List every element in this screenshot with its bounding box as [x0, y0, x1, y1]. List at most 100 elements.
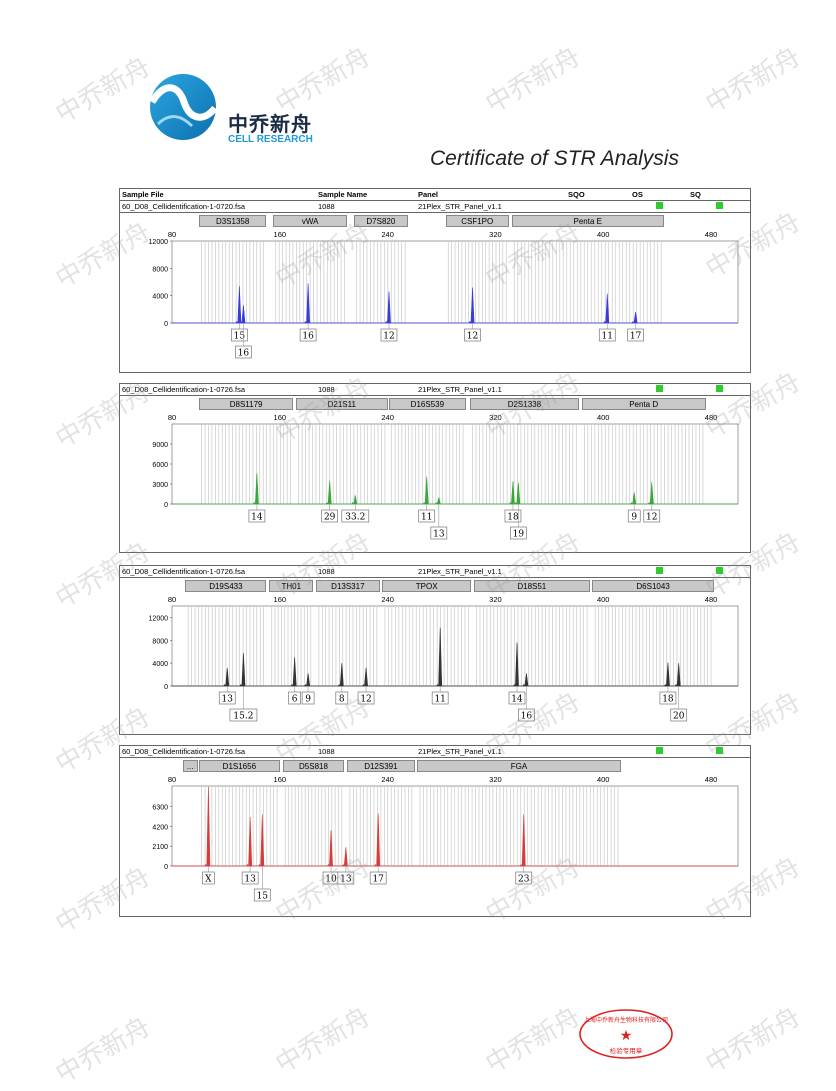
locus-label: FGA — [417, 760, 621, 772]
sample-info-row: 60_D08_Cellidentification-1-0720.fsa 1088… — [120, 201, 750, 213]
allele-call-box — [509, 526, 527, 540]
y-tick-label: 0 — [164, 321, 168, 328]
electropherogram-panel: 60_D08_Cellidentification-1-0726.fsa 1088… — [119, 383, 751, 553]
sample-panel: 21Plex_STR_Panel_v1.1 — [418, 385, 502, 394]
allele-call-box — [248, 509, 266, 523]
stutter-peak — [663, 684, 667, 686]
allele-call: 11 — [434, 695, 445, 705]
stutter-peak — [252, 502, 256, 504]
locus-label: ... — [182, 760, 198, 772]
allele-call-box — [337, 871, 355, 885]
sample-panel: 21Plex_STR_Panel_v1.1 — [418, 202, 502, 211]
allele-call-box — [418, 509, 436, 523]
allele-call-box — [369, 871, 387, 885]
x-tick-label: 320 — [489, 413, 502, 422]
allele-call-box — [430, 526, 448, 540]
stutter-peak — [290, 684, 294, 686]
stutter-peak — [304, 321, 307, 323]
x-tick-label: 240 — [381, 775, 394, 784]
watermark: 中乔新舟 — [480, 41, 586, 120]
x-tick-label: 160 — [274, 230, 287, 239]
allele-call: X — [205, 875, 212, 885]
x-tick-label: 80 — [168, 775, 176, 784]
allele-call-box — [659, 691, 677, 705]
stutter-peak — [341, 864, 345, 866]
allele-call: 20 — [673, 712, 685, 722]
allele-call: 17 — [372, 875, 384, 885]
y-tick-label: 0 — [164, 864, 168, 871]
y-tick-label: 12000 — [149, 239, 169, 246]
plot-area — [171, 605, 739, 687]
sample-file: 60_D08_Cellidentification-1-0720.fsa — [122, 202, 245, 211]
stutter-peak — [235, 321, 238, 323]
column-header: Sample File — [122, 190, 164, 199]
svg-text:检验专用章: 检验专用章 — [610, 1046, 643, 1055]
watermark: 中乔新舟 — [700, 1001, 806, 1080]
sq-indicator — [716, 567, 723, 574]
sample-file: 60_D08_Cellidentification-1-0726.fsa — [122, 747, 245, 756]
os-indicator — [656, 385, 663, 392]
allele-call: 9 — [305, 695, 311, 705]
stutter-peak — [384, 321, 388, 323]
sq-indicator — [716, 747, 723, 754]
x-tick-label: 240 — [381, 413, 394, 422]
stutter-peak — [304, 684, 307, 686]
x-tick-label: 80 — [168, 413, 176, 422]
sq-indicator — [716, 385, 723, 392]
allele-call-box — [518, 708, 535, 722]
watermark: 中乔新舟 — [50, 51, 156, 130]
locus-label: D3S1358 — [198, 215, 267, 227]
allele-call: 12 — [646, 513, 657, 523]
allele-call: 15 — [234, 332, 246, 342]
allele-call-box — [253, 888, 271, 902]
stutter-peak — [508, 502, 512, 504]
allele-call-box — [627, 509, 641, 523]
allele-call: 13 — [222, 695, 234, 705]
stutter-peak — [204, 864, 207, 866]
electropherogram-chart: 80 160 240 320 400 480 12000 8000 4000 0 13 15.2 6 9 8… — [149, 595, 739, 722]
allele-call: 23 — [518, 875, 530, 885]
allele-call: 15 — [257, 892, 269, 902]
locus-label: D16S539 — [388, 398, 466, 410]
stutter-peak — [514, 502, 517, 504]
allele-call: 18 — [662, 695, 674, 705]
stutter-peak — [362, 684, 365, 686]
allele-call-box — [357, 691, 375, 705]
locus-label: vWA — [273, 215, 348, 227]
x-tick-label: 480 — [705, 775, 718, 784]
x-tick-label: 240 — [381, 595, 394, 604]
sample-file: 60_D08_Cellidentification-1-0726.fsa — [122, 567, 245, 576]
page-title: Certificate of STR Analysis — [430, 147, 679, 170]
y-tick-label: 12000 — [149, 615, 169, 622]
sample-name: 1088 — [318, 385, 335, 394]
x-tick-label: 400 — [597, 595, 610, 604]
column-header: Panel — [418, 190, 439, 199]
seal-stamp: 上海中乔新舟生物科技有限公司 ★ 检验专用章 — [579, 1009, 673, 1059]
stutter-peak — [223, 684, 226, 686]
allele-call-box — [321, 509, 339, 523]
allele-call-box — [341, 509, 370, 523]
x-tick-label: 160 — [274, 595, 287, 604]
stutter-peak — [436, 684, 439, 686]
allele-call: 11 — [602, 332, 613, 342]
locus-label: D1S1656 — [198, 760, 280, 772]
sample-info-row: 60_D08_Cellidentification-1-0726.fsa 1088… — [120, 746, 750, 758]
allele-call-box — [218, 691, 236, 705]
locus-label: D19S433 — [185, 580, 267, 592]
allele-call-box — [235, 345, 252, 359]
column-header: OS — [632, 190, 643, 199]
stutter-peak — [258, 864, 261, 866]
electropherogram-chart: 80 160 240 320 400 480 12000 8000 4000 0 15 16 16 12 1… — [149, 230, 739, 359]
stutter-peak — [468, 321, 472, 323]
column-header: SQ — [690, 190, 701, 199]
allele-call-box — [229, 708, 258, 722]
locus-label: D7S820 — [353, 215, 408, 227]
y-tick-label: 4000 — [152, 294, 168, 301]
sample-name: 1088 — [318, 567, 335, 576]
allele-call-box — [598, 328, 616, 342]
stutter-peak — [631, 321, 635, 323]
brand-name: 中乔新舟 — [228, 112, 312, 136]
allele-call: 18 — [507, 513, 519, 523]
allele-call-box — [202, 871, 215, 885]
x-tick-label: 320 — [489, 775, 502, 784]
